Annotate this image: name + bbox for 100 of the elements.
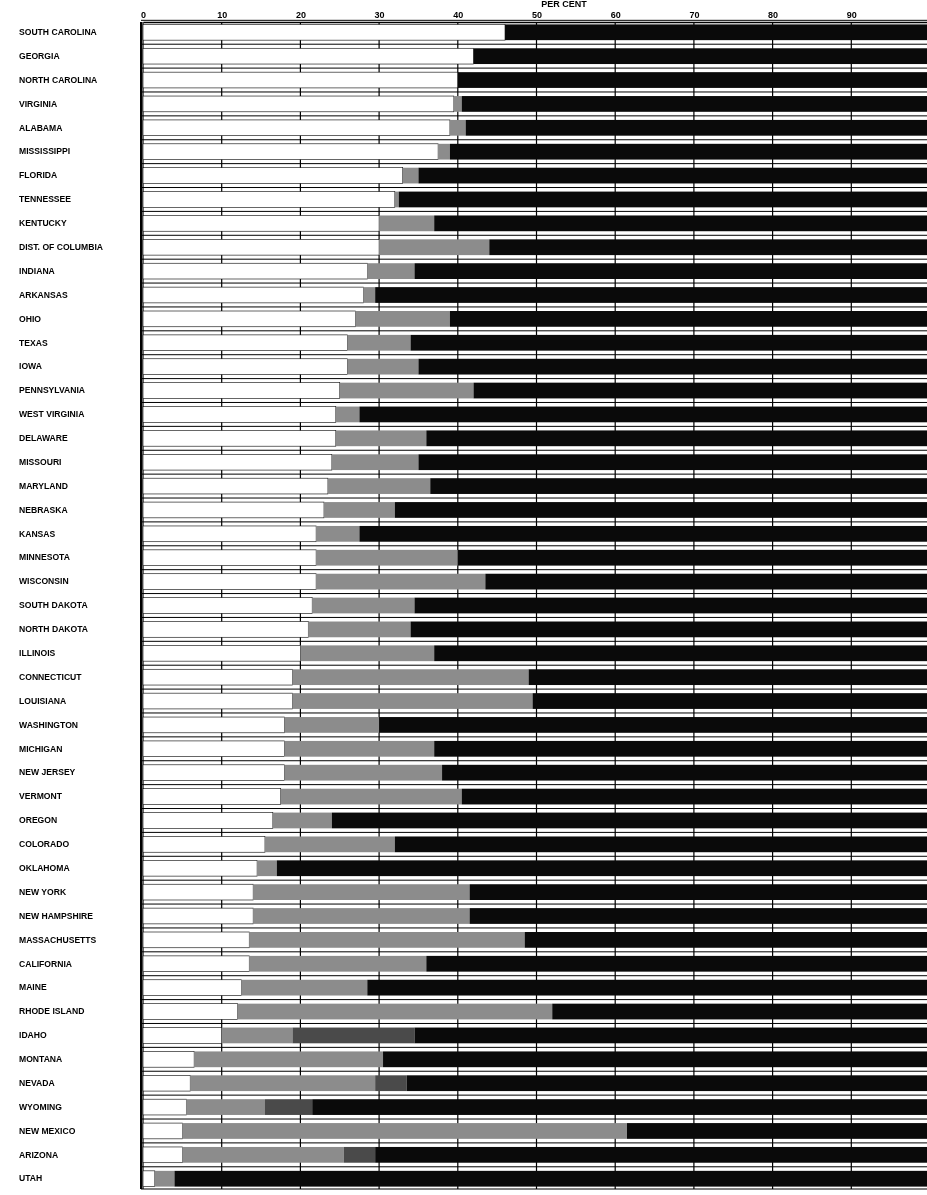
y-tick-label: KANSAS (19, 528, 56, 539)
bar (292, 1027, 415, 1044)
bar (316, 549, 458, 566)
y-tick-label: OREGON (19, 815, 58, 826)
y-tick-label: MINNESOTA (19, 552, 70, 563)
y-tick-label: MONTANA (19, 1054, 63, 1065)
x-tick-label: 10 (217, 10, 228, 20)
bar (264, 836, 395, 853)
bar (347, 334, 411, 351)
x-tick-label: 20 (295, 10, 306, 20)
y-tick-label: MISSISSIPPI (19, 146, 71, 157)
y-tick-label: DIST. OF COLUMBIA (19, 241, 104, 252)
bar (257, 860, 277, 877)
y-tick-label: IOWA (19, 361, 42, 372)
bar (363, 287, 376, 303)
bar (284, 740, 435, 757)
y-tick-label: ARKANSAS (19, 289, 68, 300)
y-tick-label: WEST VIRGINIA (19, 409, 85, 420)
bar (264, 1099, 313, 1115)
bar (316, 573, 486, 590)
bar (182, 1146, 344, 1163)
bar (194, 1051, 384, 1068)
y-tick-label: GEORGIA (19, 50, 60, 61)
y-tick-label: ARIZONA (19, 1149, 59, 1160)
y-tick-label: WISCONSIN (19, 576, 69, 587)
bar (331, 454, 419, 471)
bar (241, 979, 368, 996)
bar (186, 1099, 265, 1115)
bar (449, 119, 466, 136)
y-tick-label: OKLAHOMA (19, 862, 70, 873)
bar (402, 167, 419, 184)
bar (292, 693, 533, 709)
bar (316, 525, 360, 542)
y-tick-label: NEW YORK (19, 886, 67, 897)
x-tick-label: 40 (453, 10, 464, 20)
bar (339, 382, 474, 399)
bar (355, 311, 450, 327)
bar (249, 955, 427, 972)
bar (335, 430, 427, 447)
bar (249, 932, 525, 948)
x-tick-label: 80 (768, 10, 779, 20)
bar (347, 358, 419, 375)
y-tick-label: DELAWARE (19, 433, 68, 444)
bar (190, 1075, 376, 1092)
x-tick-label: 60 (610, 10, 621, 20)
bar (379, 215, 435, 232)
bar (154, 1170, 175, 1187)
x-tick-label: 0 (140, 10, 147, 20)
y-tick-label: NEW HAMPSHIRE (19, 910, 94, 921)
bar (253, 884, 470, 900)
y-tick-label: NORTH CAROLINA (19, 74, 98, 85)
bar (367, 263, 415, 279)
y-tick-label: MICHIGAN (19, 743, 63, 754)
y-tick-label: CONNECTICUT (19, 671, 83, 682)
bar (308, 621, 411, 638)
bar (312, 597, 415, 614)
bar (284, 717, 380, 733)
y-tick-label: MARYLAND (19, 480, 68, 491)
x-tick-label: 30 (374, 10, 385, 20)
y-tick-label: NEBRASKA (19, 504, 68, 515)
y-tick-label: ILLINOIS (19, 648, 56, 659)
y-tick-label: MASSACHUSETTS (19, 934, 97, 945)
x-axis-title: PER CENT (541, 0, 588, 9)
x-tick-label: 50 (531, 10, 543, 20)
y-tick-label: TENNESSEE (19, 194, 72, 205)
y-tick-label: NEW MEXICO (19, 1125, 76, 1136)
bar (237, 1003, 553, 1020)
y-tick-label: FLORIDA (19, 170, 58, 181)
y-tick-label: VERMONT (19, 791, 63, 802)
bar (375, 1075, 407, 1092)
x-tick-label: 70 (689, 10, 700, 20)
bar (182, 1123, 628, 1139)
bar (292, 669, 529, 686)
bar (394, 191, 399, 208)
y-tick-label: WYOMING (19, 1101, 63, 1112)
y-tick-label: COLORADO (19, 839, 70, 850)
bar (272, 812, 332, 829)
x-tick-label: 90 (846, 10, 857, 20)
bar (335, 406, 360, 423)
y-tick-label: OHIO (19, 313, 42, 324)
y-tick-label: KENTUCKY (19, 218, 68, 229)
bar (438, 143, 450, 160)
y-tick-label: ALABAMA (19, 122, 63, 133)
y-tick-label: NEW JERSEY (19, 767, 76, 778)
bar (453, 96, 462, 112)
y-tick-label: MISSOURI (19, 456, 62, 467)
bar (379, 239, 490, 256)
y-tick-label: VIRGINIA (19, 98, 58, 109)
y-tick-label: IDAHO (19, 1030, 48, 1041)
bar (324, 502, 395, 518)
y-tick-label: LOUISIANA (19, 695, 67, 706)
y-tick-label: CALIFORNIA (19, 958, 72, 969)
y-tick-label: WASHINGTON (19, 719, 79, 730)
y-tick-label: RHODE ISLAND (19, 1006, 85, 1017)
y-tick-label: UTAH (19, 1173, 43, 1184)
y-tick-label: NORTH DAKOTA (19, 624, 89, 635)
y-tick-label: NEVADA (19, 1077, 55, 1088)
bar (253, 908, 470, 924)
y-tick-label: SOUTH DAKOTA (19, 600, 88, 611)
bar (327, 478, 431, 494)
